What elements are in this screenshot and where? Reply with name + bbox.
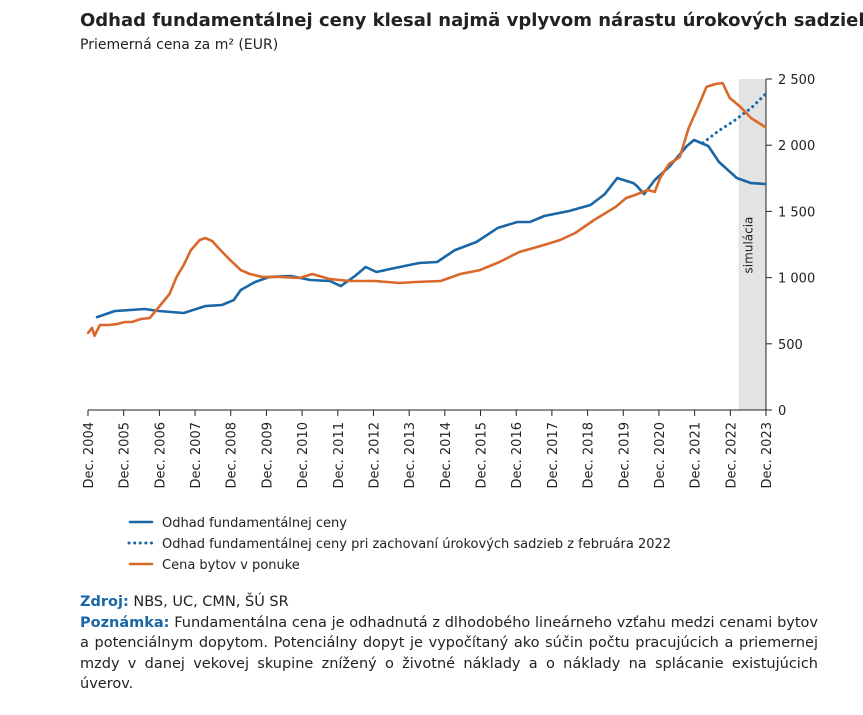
series-line xyxy=(701,92,767,145)
legend-label: Cena bytov v ponuke xyxy=(162,558,300,573)
chart: Odhad fundamentálnej ceny klesal najmä v… xyxy=(80,10,863,573)
x-tick-label: Dec. 2008 xyxy=(225,422,240,489)
x-tick-label: Dec. 2016 xyxy=(510,422,525,489)
x-tick-label: Dec. 2005 xyxy=(118,422,133,489)
x-tick-label: Dec. 2007 xyxy=(189,422,204,489)
x-tick-label: Dec. 2004 xyxy=(82,422,97,489)
x-tick-label: Dec. 2017 xyxy=(546,422,561,489)
x-tick-label: Dec. 2015 xyxy=(475,422,490,489)
x-tick-label: Dec. 2012 xyxy=(367,422,382,489)
x-tick-label: Dec. 2009 xyxy=(260,422,275,489)
y-tick-label: 0 xyxy=(778,404,786,419)
y-tick-label: 2 500 xyxy=(778,73,815,88)
y-tick-label: 2 000 xyxy=(778,139,815,154)
source-text: NBS, UC, CMN, ŠÚ SR xyxy=(133,594,289,610)
y-tick-label: 1 500 xyxy=(778,205,815,220)
x-tick-label: Dec. 2014 xyxy=(439,422,454,489)
note-label: Poznámka: xyxy=(80,614,170,631)
chart-title: Odhad fundamentálnej ceny klesal najmä v… xyxy=(80,10,863,31)
y-tick-label: 500 xyxy=(778,338,803,353)
source-label: Zdroj: xyxy=(80,594,129,610)
legend-label: Odhad fundamentálnej ceny pri zachovaní … xyxy=(162,537,671,552)
chart-subtitle: Priemerná cena za m² (EUR) xyxy=(80,37,278,53)
y-tick-label: 1 000 xyxy=(778,272,815,287)
note: Poznámka: Fundamentálna cena je odhadnut… xyxy=(80,613,818,695)
x-tick-label: Dec. 2018 xyxy=(582,422,597,489)
simulation-band xyxy=(738,79,766,410)
x-tick-label: Dec. 2006 xyxy=(153,422,168,489)
simulation-label: simulácia xyxy=(741,217,755,274)
x-tick-label: Dec. 2022 xyxy=(724,422,739,489)
x-tick-label: Dec. 2021 xyxy=(689,422,704,489)
note-text: Fundamentálna cena je odhadnutá z dlhodo… xyxy=(80,614,819,693)
x-tick-label: Dec. 2010 xyxy=(296,422,311,489)
footer: Zdroj: NBS, UC, CMN, ŠÚ SR Poznámka: Fun… xyxy=(80,592,818,695)
x-tick-label: Dec. 2020 xyxy=(653,422,668,489)
x-tick-label: Dec. 2023 xyxy=(760,422,775,489)
x-tick-label: Dec. 2019 xyxy=(617,422,632,489)
legend-label: Odhad fundamentálnej ceny xyxy=(162,516,347,531)
series-line xyxy=(95,138,767,319)
x-tick-label: Dec. 2011 xyxy=(332,422,347,489)
x-tick-label: Dec. 2013 xyxy=(403,422,418,489)
source: Zdroj: NBS, UC, CMN, ŠÚ SR xyxy=(80,592,818,613)
series-line xyxy=(86,81,767,338)
